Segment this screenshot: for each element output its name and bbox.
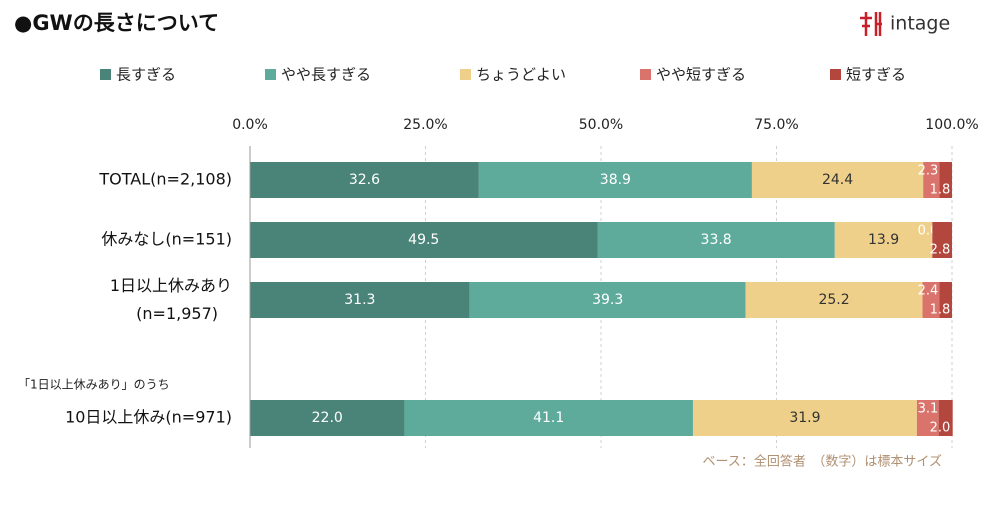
logo-icon bbox=[860, 12, 882, 36]
bar-segment bbox=[692, 400, 917, 436]
data-label: 1.8 bbox=[930, 303, 951, 318]
y-tick-label: 休みなし(n=151) bbox=[101, 230, 232, 249]
data-label: 41.1 bbox=[533, 410, 564, 426]
bar-segment bbox=[250, 222, 598, 258]
bar-segment bbox=[932, 222, 952, 258]
data-label: 31.3 bbox=[344, 292, 375, 308]
data-label: 2.8 bbox=[930, 243, 951, 258]
bar-segment bbox=[250, 282, 470, 318]
x-tick-label: 25.0% bbox=[403, 117, 447, 133]
legend-label: やや短すぎる bbox=[656, 66, 746, 84]
x-tick-label: 100.0% bbox=[925, 117, 978, 133]
legend-swatch bbox=[640, 69, 651, 80]
legend-label: ちょうどよい bbox=[476, 66, 566, 84]
label-line: 1日以上休みあり bbox=[110, 276, 232, 295]
bar-segment bbox=[745, 282, 923, 318]
legend-swatch bbox=[830, 69, 841, 80]
y-tick-label: 10日以上休み(n=971) bbox=[65, 408, 232, 427]
bar-segment bbox=[404, 400, 693, 436]
legend-label: 長すぎる bbox=[116, 66, 176, 84]
legend-swatch bbox=[265, 69, 276, 80]
legend-label: やや長すぎる bbox=[281, 66, 371, 84]
data-label: 32.6 bbox=[349, 172, 380, 188]
x-tick-label: 75.0% bbox=[754, 117, 798, 133]
data-label: 2.4 bbox=[918, 284, 939, 299]
data-label: 2.3 bbox=[918, 164, 939, 179]
bar-segment bbox=[834, 222, 933, 258]
chart-title: ●GWの長さについて bbox=[14, 11, 219, 35]
data-label: 13.9 bbox=[868, 232, 899, 248]
data-label: 25.2 bbox=[818, 292, 849, 308]
x-tick-label: 0.0% bbox=[232, 117, 268, 133]
legend-swatch bbox=[100, 69, 111, 80]
data-label: 3.1 bbox=[918, 402, 939, 417]
bar-segment bbox=[939, 282, 952, 318]
data-label: 33.8 bbox=[701, 232, 732, 248]
bar-segment bbox=[922, 282, 940, 318]
data-label: 2.0 bbox=[930, 421, 951, 436]
logo-text: intage bbox=[890, 13, 950, 35]
data-label: 49.5 bbox=[408, 232, 439, 248]
data-label: 24.4 bbox=[822, 172, 853, 188]
data-label: 22.0 bbox=[312, 410, 343, 426]
bar-segment bbox=[469, 282, 746, 318]
data-label: 31.9 bbox=[789, 410, 820, 426]
label-line: (n=1,957) bbox=[136, 304, 218, 323]
data-label: 1.8 bbox=[930, 183, 951, 198]
y-tick-label: TOTAL(n=2,108) bbox=[98, 170, 232, 189]
footnote: ベース：全回答者 （数字）は標本サイズ bbox=[703, 454, 942, 470]
legend-label: 短すぎる bbox=[846, 66, 906, 84]
bar-segment bbox=[939, 162, 952, 198]
x-tick-label: 50.0% bbox=[579, 117, 623, 133]
bar-segment bbox=[751, 162, 924, 198]
bar-segment bbox=[478, 162, 752, 198]
bar-segment bbox=[938, 400, 953, 436]
bar-segment bbox=[923, 162, 940, 198]
y-tick-label: 1日以上休みあり (n=1,957) bbox=[110, 276, 232, 323]
bar-segment bbox=[250, 162, 479, 198]
data-label: 39.3 bbox=[592, 292, 623, 308]
bar-segment bbox=[916, 400, 939, 436]
bar-segment bbox=[597, 222, 835, 258]
data-label: 38.9 bbox=[600, 172, 631, 188]
bar-segment bbox=[250, 400, 405, 436]
legend-swatch bbox=[460, 69, 471, 80]
annotation: 「1日以上休みあり」のうち bbox=[18, 378, 170, 392]
